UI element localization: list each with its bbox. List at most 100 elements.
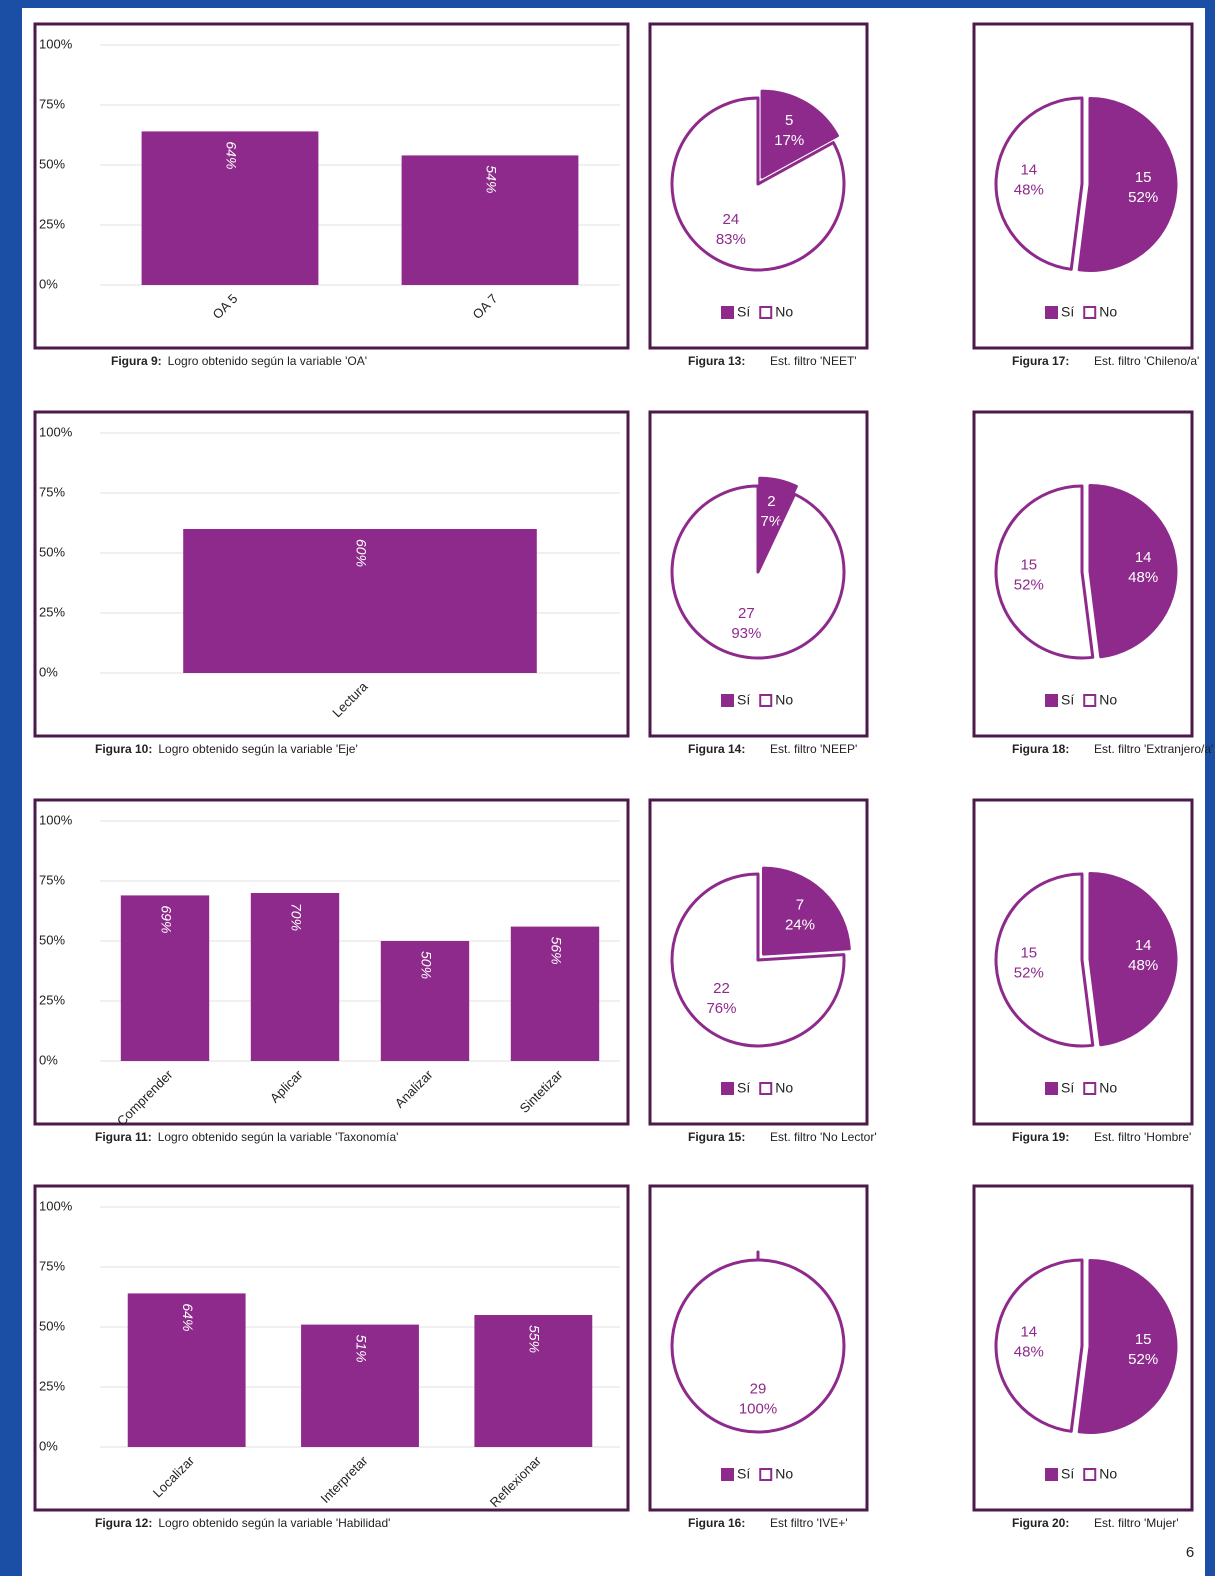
pie-slice (1077, 1259, 1178, 1434)
bar (250, 893, 340, 1061)
caption: Est. filtro 'Chileno/a' (1094, 354, 1199, 368)
legend-swatch (1083, 694, 1097, 707)
caption-label: Figura 15: (688, 1130, 745, 1144)
pie-slice (760, 89, 839, 179)
bar-value-label: 56% (548, 937, 564, 965)
legend-label: Sí (1061, 304, 1074, 320)
caption-label: Figura 9: (111, 354, 162, 368)
slice-count: 15 (1020, 944, 1037, 961)
slice-percent: 48% (1014, 1344, 1044, 1361)
caption: Est. filtro 'NEET' (770, 354, 857, 368)
slice-count: 14 (1135, 549, 1152, 566)
y-tick-label: 25% (39, 604, 65, 619)
pie-slice (670, 1258, 846, 1434)
bar (510, 926, 600, 1061)
bar-value-label: 69% (158, 905, 174, 933)
y-tick-label: 50% (39, 156, 65, 171)
slice-percent: 83% (716, 231, 746, 248)
slice-count: 5 (785, 112, 793, 129)
y-tick-label: 100% (39, 812, 73, 827)
legend-label: Sí (737, 1466, 750, 1482)
caption: Est filtro 'IVE+' (770, 1516, 848, 1530)
slice-count: 15 (1020, 556, 1037, 573)
bar (120, 895, 210, 1061)
page-number: 6 (1186, 1544, 1194, 1561)
legend-label: No (1099, 692, 1117, 708)
legend-label: No (1099, 1466, 1117, 1482)
slice-percent: 52% (1014, 964, 1044, 981)
bar (380, 941, 470, 1061)
legend-label: No (775, 692, 793, 708)
legend-swatch (1083, 306, 1097, 319)
slice-percent: 76% (706, 1000, 736, 1017)
y-tick-label: 25% (39, 992, 65, 1007)
legend-label: No (775, 1080, 793, 1096)
caption-label: Figura 11: (95, 1130, 152, 1144)
legend-swatch (759, 1468, 773, 1481)
bar (127, 1293, 246, 1447)
slice-count: 24 (723, 211, 740, 228)
y-tick-label: 0% (39, 1438, 58, 1453)
legend-label: No (775, 1466, 793, 1482)
caption: Est. filtro 'Extranjero/a' (1094, 742, 1213, 756)
legend-label: Sí (737, 692, 750, 708)
bar (301, 1324, 419, 1447)
bar-value-label: 51% (353, 1335, 369, 1363)
pie-slice (994, 1258, 1084, 1433)
caption: Logro obtenido según la variable 'Eje' (158, 742, 357, 756)
slice-percent: 17% (774, 132, 804, 149)
bar-value-label: 64% (223, 141, 239, 169)
slice-percent: 93% (731, 625, 761, 642)
legend-label: No (775, 304, 793, 320)
slice-percent: 48% (1128, 569, 1158, 586)
legend-swatch (721, 694, 734, 707)
slice-count: 14 (1020, 162, 1037, 179)
y-tick-label: 100% (39, 1198, 73, 1213)
slice-percent: 52% (1014, 576, 1044, 593)
legend-label: Sí (737, 1080, 750, 1096)
bar-value-label: 54% (483, 165, 499, 193)
pie-slice (761, 866, 851, 956)
slice-count: 7 (796, 896, 804, 913)
legend-swatch (1045, 306, 1058, 319)
legend-swatch (1045, 1468, 1058, 1481)
y-tick-label: 50% (39, 1318, 65, 1333)
bar (474, 1315, 593, 1447)
caption-label: Figura 12: (95, 1516, 152, 1530)
caption: Est. filtro 'Mujer' (1094, 1516, 1179, 1530)
slice-count: 15 (1135, 169, 1152, 186)
slice-percent: 7% (761, 513, 783, 530)
slice-count: 29 (750, 1380, 767, 1397)
y-tick-label: 50% (39, 544, 65, 559)
slice-percent: 24% (785, 916, 815, 933)
slice-percent: 52% (1128, 189, 1158, 206)
slice-count: 22 (713, 980, 730, 997)
caption: Est. filtro 'NEEP' (770, 742, 857, 756)
slice-count: 15 (1135, 1331, 1152, 1348)
y-tick-label: 75% (39, 1258, 65, 1273)
bar (183, 529, 537, 673)
legend-swatch (721, 306, 734, 319)
legend-swatch (1083, 1082, 1097, 1095)
legend-label: Sí (737, 304, 750, 320)
bar-value-label: 70% (288, 903, 304, 931)
caption-label: Figura 10: (95, 742, 152, 756)
bar (141, 131, 319, 285)
caption: Logro obtenido según la variable 'OA' (168, 354, 367, 368)
pie-slice (670, 484, 846, 660)
pie-slice (758, 476, 798, 566)
pie-slice (994, 96, 1084, 271)
slice-count: 27 (738, 605, 755, 622)
slice-count: 14 (1020, 1324, 1037, 1341)
legend-swatch (759, 1082, 773, 1095)
legend-swatch (1045, 694, 1058, 707)
pie-slice (1077, 97, 1178, 272)
legend-label: No (1099, 304, 1117, 320)
legend-swatch (721, 1082, 734, 1095)
caption-label: Figura 13: (688, 354, 745, 368)
legend-label: Sí (1061, 692, 1074, 708)
bar-value-label: 50% (418, 951, 434, 979)
legend-swatch (1083, 1468, 1097, 1481)
bar (401, 155, 579, 285)
pie-slice (994, 484, 1095, 660)
